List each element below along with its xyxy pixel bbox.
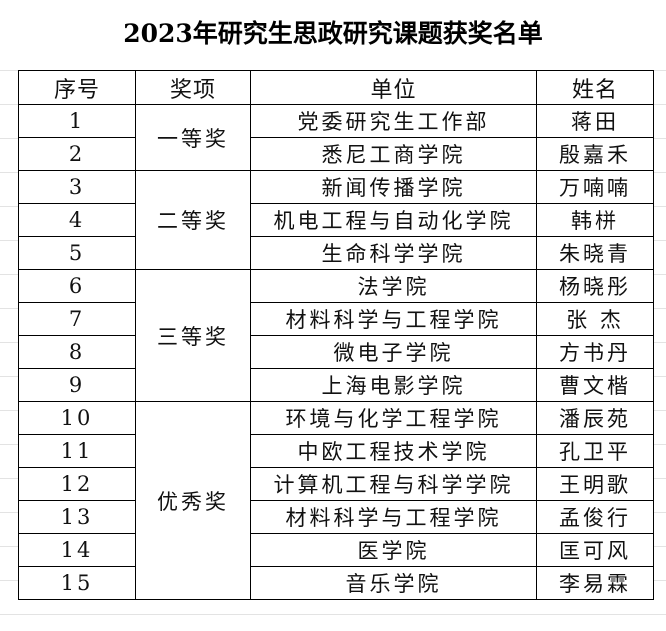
award-level: 一等奖	[135, 104, 251, 171]
header-number: 序号	[18, 70, 136, 105]
name-cell: 方书丹	[536, 335, 654, 369]
row-number: 5	[18, 236, 136, 270]
table-row: 1 一等奖 党委研究生工作部 蒋田	[18, 104, 654, 171]
unit-cell: 生命科学学院	[250, 236, 537, 270]
unit-cell: 音乐学院	[250, 566, 537, 600]
header-unit: 单位	[250, 70, 537, 105]
table-row: 8 微电子学院 方书丹	[18, 335, 654, 369]
row-number: 15	[18, 566, 136, 600]
name-cell: 万喃喃	[536, 170, 654, 204]
unit-cell: 医学院	[250, 533, 537, 567]
unit-cell: 悉尼工商学院	[250, 137, 537, 171]
row-number: 6	[18, 269, 136, 303]
row-number: 8	[18, 335, 136, 369]
unit-cell: 计算机工程与科学学院	[250, 467, 537, 501]
name-cell: 张 杰	[536, 302, 654, 336]
table-row: 6 三等奖 法学院 杨晓彤	[18, 269, 654, 402]
award-level: 三等奖	[135, 269, 251, 402]
table-row: 2 悉尼工商学院 殷嘉禾	[18, 137, 654, 171]
row-number: 11	[18, 434, 136, 468]
row-number: 10	[18, 401, 136, 435]
row-number: 13	[18, 500, 136, 534]
header-award: 奖项	[135, 70, 251, 105]
name-cell: 殷嘉禾	[536, 137, 654, 171]
table-row: 12 计算机工程与科学学院 王明歌	[18, 467, 654, 501]
name-cell: 蒋田	[536, 104, 654, 138]
name-cell: 朱晓青	[536, 236, 654, 270]
unit-cell: 上海电影学院	[250, 368, 537, 402]
unit-cell: 材料科学与工程学院	[250, 302, 537, 336]
row-number: 1	[18, 104, 136, 138]
unit-cell: 党委研究生工作部	[250, 104, 537, 138]
page-title: 2023年研究生思政研究课题获奖名单	[0, 14, 666, 58]
name-cell: 韩栟	[536, 203, 654, 237]
award-level: 优秀奖	[135, 401, 251, 600]
table-row: 5 生命科学学院 朱晓青	[18, 236, 654, 270]
unit-cell: 材料科学与工程学院	[250, 500, 537, 534]
header-row: 序号 奖项 单位 姓名	[18, 70, 654, 105]
unit-cell: 中欧工程技术学院	[250, 434, 537, 468]
row-number: 3	[18, 170, 136, 204]
row-number: 4	[18, 203, 136, 237]
name-cell: 李易霖	[536, 566, 654, 600]
name-cell: 匡可风	[536, 533, 654, 567]
table-row: 15 音乐学院 李易霖	[18, 566, 654, 600]
table-row: 4 机电工程与自动化学院 韩栟	[18, 203, 654, 237]
table-row: 10 优秀奖 环境与化学工程学院 潘辰苑	[18, 401, 654, 600]
name-cell: 王明歌	[536, 467, 654, 501]
row-number: 7	[18, 302, 136, 336]
award-level: 二等奖	[135, 170, 251, 270]
unit-cell: 法学院	[250, 269, 537, 303]
table-row: 7 材料科学与工程学院张 杰	[18, 302, 654, 336]
unit-cell: 机电工程与自动化学院	[250, 203, 537, 237]
name-cell: 孔卫平	[536, 434, 654, 468]
table-row: 11 中欧工程技术学院 孔卫平	[18, 434, 654, 468]
name-cell: 潘辰苑	[536, 401, 654, 435]
row-number: 2	[18, 137, 136, 171]
unit-cell: 环境与化学工程学院	[250, 401, 537, 435]
unit-cell: 新闻传播学院	[250, 170, 537, 204]
award-table: 序号 奖项 单位 姓名 1 一等奖 党委研究生工作部 蒋田 2 悉尼工商学院 殷嘉禾 3 二等奖…	[18, 70, 654, 600]
table-row: 13 材料科学与工程学院 孟俊行	[18, 500, 654, 534]
name-cell: 曹文楷	[536, 368, 654, 402]
name-cell: 孟俊行	[536, 500, 654, 534]
header-name: 姓名	[536, 70, 654, 105]
row-number: 14	[18, 533, 136, 567]
row-number: 9	[18, 368, 136, 402]
table-row: 14 医学院 匡可风	[18, 533, 654, 567]
name-cell: 杨晓彤	[536, 269, 654, 303]
unit-cell: 微电子学院	[250, 335, 537, 369]
row-number: 12	[18, 467, 136, 501]
table-row: 3 二等奖 新闻传播学院 万喃喃	[18, 170, 654, 270]
table-row: 9 上海电影学院 曹文楷	[18, 368, 654, 402]
